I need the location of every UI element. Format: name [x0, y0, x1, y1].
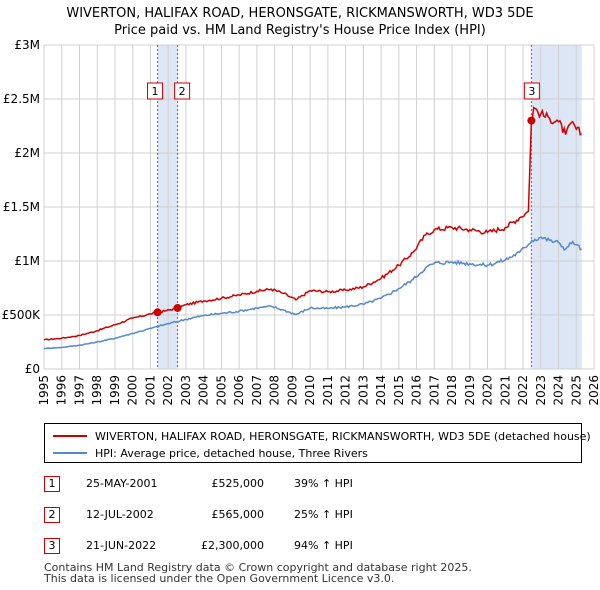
y-tick-label: £1M	[14, 254, 40, 268]
x-tick-label: 2005	[214, 375, 228, 406]
x-tick-label: 2015	[392, 375, 406, 406]
x-tick-label: 2004	[197, 375, 211, 406]
x-tick-label: 2026	[587, 375, 600, 406]
property-price-line	[43, 106, 583, 341]
sale-point	[527, 116, 536, 125]
price-chart: WIVERTON, HALIFAX ROAD, HERONSGATE, RICK…	[2, 6, 600, 406]
x-tick-label: 2025	[569, 375, 583, 406]
x-tick-label: 2020	[481, 375, 495, 406]
sale-point	[153, 308, 162, 317]
x-tick-label: 1995	[37, 375, 51, 406]
x-tick-label: 2009	[285, 375, 299, 406]
legend-item-property: WIVERTON, HALIFAX ROAD, HERONSGATE, RICK…	[53, 428, 591, 444]
y-tick-label: £1.5M	[3, 200, 40, 214]
x-tick-label: 2013	[356, 375, 370, 406]
x-tick-label: 2021	[498, 375, 512, 406]
sale-label-box	[147, 82, 164, 100]
x-tick-label: 2003	[179, 375, 193, 406]
sale-date: 21-JUN-2022	[86, 539, 157, 552]
legend: WIVERTON, HALIFAX ROAD, HERONSGATE, RICK…	[44, 423, 591, 463]
x-tick-label: 2016	[410, 375, 424, 406]
x-tick-label: 2007	[250, 375, 264, 406]
chart-title-line1: WIVERTON, HALIFAX ROAD, HERONSGATE, RICK…	[66, 6, 533, 21]
x-tick-label: 2006	[232, 375, 246, 406]
x-tick-label: 2017	[427, 375, 441, 406]
sale-number-badge: 3	[44, 538, 60, 554]
sale-price: £565,000	[211, 508, 265, 521]
legend-swatch-hpi	[53, 452, 87, 454]
x-tick-label: 2000	[126, 375, 140, 406]
sale-hpi-change: 25% ↑ HPI	[294, 508, 353, 521]
x-tick-label: 1997	[72, 375, 86, 406]
footer-copyright: Contains HM Land Registry data © Crown c…	[44, 561, 472, 574]
sale-price: £525,000	[211, 477, 265, 490]
x-tick-label: 1996	[55, 375, 69, 406]
legend-swatch-property	[53, 435, 87, 437]
footer: Contains HM Land Registry data © Crown c…	[44, 562, 472, 584]
sale-price: £2,300,000	[201, 539, 264, 552]
sale-label-box	[523, 82, 540, 100]
x-tick-label: 2022	[516, 375, 530, 406]
x-tick-label: 1999	[108, 375, 122, 406]
x-tick-label: 2019	[463, 375, 477, 406]
y-tick-label: £3M	[14, 38, 40, 52]
sale-label-text: 2	[179, 85, 186, 98]
legend-label-hpi: HPI: Average price, detached house, Thre…	[95, 446, 368, 460]
x-tick-label: 2002	[161, 375, 175, 406]
y-tick-label: £2M	[14, 146, 40, 160]
sale-label-text: 3	[528, 85, 535, 98]
x-tick-label: 2011	[321, 375, 335, 406]
x-tick-label: 2012	[339, 375, 353, 406]
sale-hpi-change: 94% ↑ HPI	[294, 539, 353, 552]
sale-date: 25-MAY-2001	[86, 477, 158, 490]
y-tick-label: £2.5M	[3, 92, 40, 106]
legend-label-property: WIVERTON, HALIFAX ROAD, HERONSGATE, RICK…	[95, 429, 591, 443]
sale-number-badge: 1	[44, 476, 60, 492]
x-tick-label: 2023	[534, 375, 548, 406]
hpi-line	[43, 236, 582, 350]
footer-license: This data is licensed under the Open Gov…	[44, 572, 395, 585]
chart-title-line2: Price paid vs. HM Land Registry's House …	[114, 23, 486, 38]
x-tick-label: 2001	[143, 375, 157, 406]
sale-label-box	[174, 82, 191, 100]
sale-hpi-change: 39% ↑ HPI	[294, 477, 353, 490]
x-tick-label: 2010	[303, 375, 317, 406]
x-tick-label: 2014	[374, 375, 388, 406]
y-tick-label: £500K	[2, 308, 42, 322]
sale-number-badge: 2	[44, 507, 60, 523]
y-tick-label: £0	[25, 362, 40, 376]
x-tick-label: 2008	[268, 375, 282, 406]
x-tick-label: 2024	[552, 375, 566, 406]
sale-date: 12-JUL-2002	[86, 508, 154, 521]
sale-label-text: 1	[152, 85, 159, 98]
sale-point	[173, 303, 182, 312]
x-tick-label: 2018	[445, 375, 459, 406]
legend-item-hpi: HPI: Average price, detached house, Thre…	[53, 445, 368, 461]
x-tick-label: 1998	[90, 375, 104, 406]
